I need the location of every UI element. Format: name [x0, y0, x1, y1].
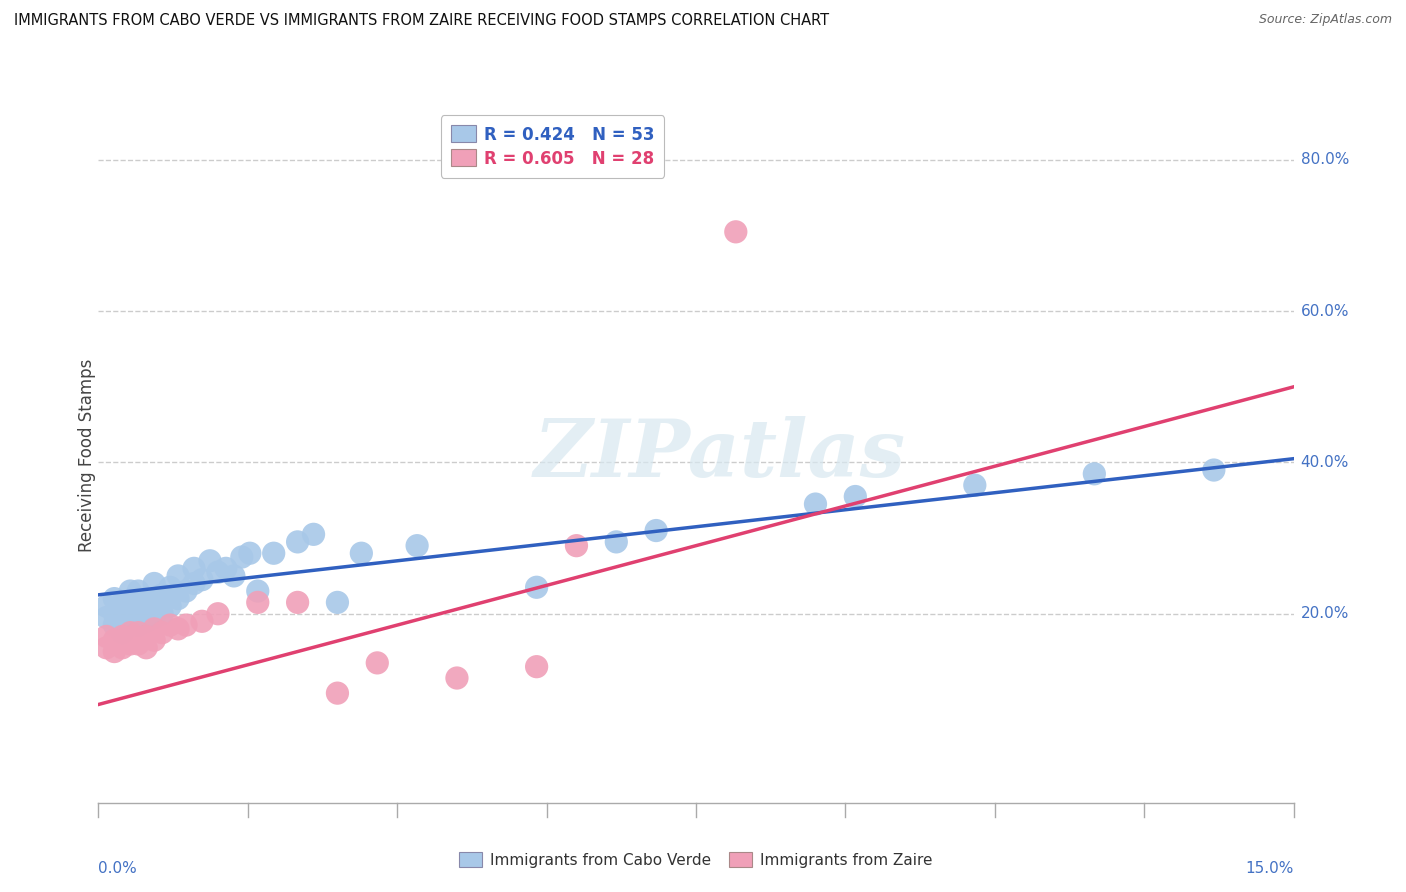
Point — [111, 629, 134, 643]
Point — [366, 656, 388, 670]
Point — [207, 565, 229, 579]
Point — [350, 546, 373, 560]
Point — [246, 584, 269, 599]
Text: 0.0%: 0.0% — [98, 861, 138, 876]
Point — [191, 615, 214, 629]
Point — [143, 622, 166, 636]
Point — [143, 633, 166, 648]
Point — [127, 595, 149, 609]
Point — [446, 671, 468, 685]
Point — [127, 584, 149, 599]
Point — [207, 607, 229, 621]
Text: 20.0%: 20.0% — [1301, 607, 1348, 621]
Point — [1083, 467, 1105, 481]
Point — [287, 534, 309, 549]
Point — [143, 610, 166, 624]
Point — [135, 640, 157, 655]
Point — [103, 591, 125, 606]
Point — [111, 607, 134, 621]
Point — [167, 569, 190, 583]
Point — [135, 615, 157, 629]
Point — [963, 478, 986, 492]
Point — [526, 580, 548, 594]
Point — [159, 599, 181, 614]
Point — [804, 497, 827, 511]
Point — [1202, 463, 1225, 477]
Point — [246, 595, 269, 609]
Point — [302, 527, 325, 541]
Point — [127, 618, 149, 632]
Point — [174, 618, 197, 632]
Point — [565, 539, 588, 553]
Text: 15.0%: 15.0% — [1246, 861, 1294, 876]
Point — [605, 534, 627, 549]
Point — [111, 640, 134, 655]
Point — [215, 561, 238, 575]
Point — [191, 573, 214, 587]
Point — [120, 584, 142, 599]
Point — [287, 595, 309, 609]
Text: IMMIGRANTS FROM CABO VERDE VS IMMIGRANTS FROM ZAIRE RECEIVING FOOD STAMPS CORREL: IMMIGRANTS FROM CABO VERDE VS IMMIGRANTS… — [14, 13, 830, 29]
Point — [120, 599, 142, 614]
Point — [96, 599, 118, 614]
Point — [103, 644, 125, 658]
Point — [222, 569, 245, 583]
Point — [174, 584, 197, 599]
Point — [135, 591, 157, 606]
Text: 60.0%: 60.0% — [1301, 304, 1348, 318]
Point — [406, 539, 429, 553]
Point — [167, 591, 190, 606]
Point — [143, 595, 166, 609]
Point — [103, 607, 125, 621]
Point — [96, 610, 118, 624]
Point — [167, 622, 190, 636]
Point — [150, 607, 173, 621]
Point — [263, 546, 285, 560]
Point — [127, 625, 149, 640]
Point — [135, 629, 157, 643]
Point — [143, 576, 166, 591]
Point — [231, 549, 253, 564]
Point — [120, 637, 142, 651]
Point — [159, 618, 181, 632]
Point — [120, 610, 142, 624]
Point — [150, 588, 173, 602]
Point — [183, 561, 205, 575]
Y-axis label: Receiving Food Stamps: Receiving Food Stamps — [79, 359, 96, 551]
Point — [326, 595, 349, 609]
Text: 80.0%: 80.0% — [1301, 153, 1348, 168]
Point — [127, 637, 149, 651]
Point — [724, 225, 747, 239]
Point — [150, 625, 173, 640]
Point — [96, 640, 118, 655]
Point — [326, 686, 349, 700]
Point — [844, 490, 866, 504]
Point — [96, 629, 118, 643]
Point — [111, 625, 134, 640]
Point — [159, 580, 181, 594]
Point — [526, 659, 548, 673]
Point — [135, 603, 157, 617]
Point — [111, 615, 134, 629]
Point — [645, 524, 668, 538]
Point — [103, 633, 125, 648]
Point — [111, 595, 134, 609]
Text: 40.0%: 40.0% — [1301, 455, 1348, 470]
Text: Source: ZipAtlas.com: Source: ZipAtlas.com — [1258, 13, 1392, 27]
Point — [127, 607, 149, 621]
Point — [120, 625, 142, 640]
Point — [103, 618, 125, 632]
Point — [198, 554, 221, 568]
Legend: Immigrants from Cabo Verde, Immigrants from Zaire: Immigrants from Cabo Verde, Immigrants f… — [451, 844, 941, 875]
Point — [239, 546, 262, 560]
Text: ZIPatlas: ZIPatlas — [534, 417, 905, 493]
Point — [183, 576, 205, 591]
